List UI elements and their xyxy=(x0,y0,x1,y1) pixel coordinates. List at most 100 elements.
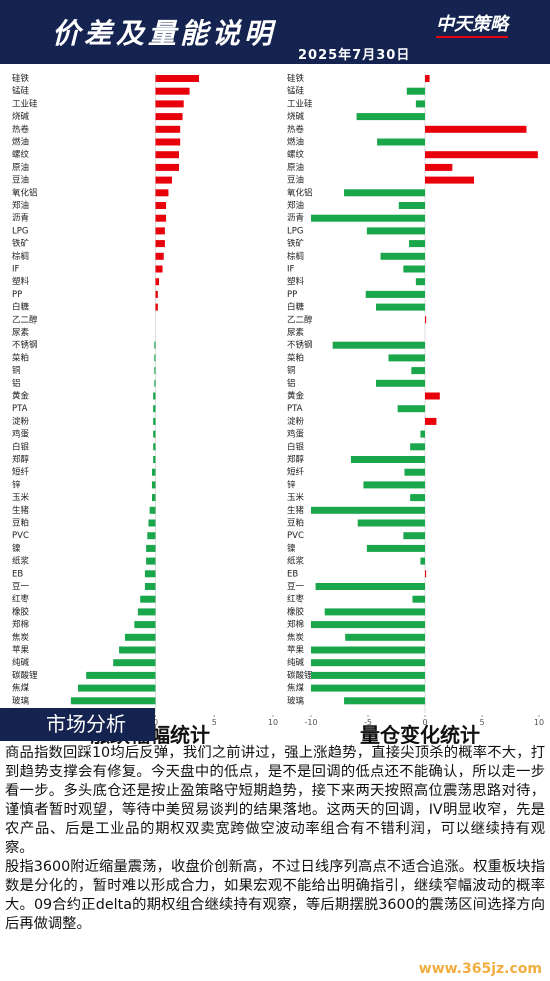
category-label: 豆一 xyxy=(12,582,30,592)
category-label: 红枣 xyxy=(12,594,30,605)
bar xyxy=(345,633,425,641)
bar xyxy=(124,633,156,641)
category-label: 乙二醇 xyxy=(287,314,313,325)
bar xyxy=(425,570,427,578)
category-label: 氧化铝 xyxy=(12,187,38,198)
bar xyxy=(146,544,156,552)
bar xyxy=(155,75,199,82)
bar xyxy=(151,468,156,476)
bar xyxy=(311,214,425,222)
bar xyxy=(137,608,156,616)
category-label: 豆一 xyxy=(287,582,305,592)
bar xyxy=(311,621,425,629)
category-label: 尿素 xyxy=(287,327,305,338)
category-label: 热卷 xyxy=(12,124,30,135)
category-label: 塑料 xyxy=(287,276,305,287)
category-label: 菜粕 xyxy=(287,352,304,363)
bar xyxy=(403,265,425,273)
bar xyxy=(425,163,453,171)
bar xyxy=(155,100,184,108)
bar xyxy=(406,87,425,95)
category-label: 焦煤 xyxy=(12,683,30,694)
bar xyxy=(415,278,425,286)
bar xyxy=(324,608,425,616)
bar xyxy=(350,456,425,463)
bar xyxy=(147,532,156,540)
category-label: 短纤 xyxy=(12,467,30,478)
bar xyxy=(425,125,527,133)
category-label: 原油 xyxy=(287,162,304,173)
paragraph: 股指3600附近缩量震荡，收盘价创新高，不过日线序列高点不适合追涨。权重板块指数… xyxy=(5,859,545,932)
bar xyxy=(344,697,425,705)
bar xyxy=(420,557,425,565)
category-label: 橡胶 xyxy=(12,606,30,617)
bar xyxy=(153,443,156,451)
bar xyxy=(155,125,181,133)
bar xyxy=(357,519,425,527)
bar xyxy=(404,468,425,476)
bar xyxy=(380,252,425,260)
category-label: 铜 xyxy=(287,365,296,376)
bar xyxy=(155,202,167,209)
x-tick-label: 0 xyxy=(153,718,158,727)
category-label: 红枣 xyxy=(287,594,305,605)
bar xyxy=(420,430,425,438)
header: 价差及量能说明 2025年7月30日 中天策略 xyxy=(0,0,550,64)
x-tick-label: 10 xyxy=(534,718,544,727)
category-label: 玻璃 xyxy=(12,695,30,706)
category-label: PTA xyxy=(287,404,303,414)
bar xyxy=(77,684,156,692)
category-label: 硅铁 xyxy=(12,73,30,84)
category-label: 工业硅 xyxy=(287,98,313,109)
category-label: 纯碱 xyxy=(12,657,30,668)
bar xyxy=(70,697,156,705)
category-label: PP xyxy=(287,290,297,300)
category-label: 菜粕 xyxy=(12,352,29,363)
category-label: 郑棉 xyxy=(287,619,304,630)
bar xyxy=(154,367,156,375)
category-label: 锰硅 xyxy=(287,86,305,97)
category-label: IF xyxy=(287,265,295,275)
bar xyxy=(155,265,163,273)
bar xyxy=(153,456,156,463)
category-label: 白糖 xyxy=(287,302,305,313)
bar xyxy=(388,354,425,362)
bar xyxy=(315,583,425,590)
category-label: 不锈钢 xyxy=(287,340,313,351)
bar xyxy=(425,176,475,184)
category-label: 郑醇 xyxy=(12,454,30,465)
category-label: 纯碱 xyxy=(287,657,305,668)
category-label: 燃油 xyxy=(287,137,304,148)
category-label: 白银 xyxy=(12,441,30,452)
category-label: 沥青 xyxy=(287,213,304,224)
bar xyxy=(113,659,156,667)
category-label: 黄金 xyxy=(287,391,305,402)
bar xyxy=(153,405,156,413)
bar xyxy=(155,151,179,159)
category-label: 铝 xyxy=(287,378,296,389)
bar xyxy=(154,354,156,362)
bar xyxy=(151,494,156,502)
category-label: 淀粉 xyxy=(12,416,30,427)
category-label: 锌 xyxy=(12,479,21,490)
category-label: 碳酸锂 xyxy=(287,670,313,681)
category-label: 生猪 xyxy=(12,505,30,516)
category-label: 焦煤 xyxy=(287,683,305,694)
bar xyxy=(311,659,425,667)
category-label: 沥青 xyxy=(12,213,29,224)
category-label: 乙二醇 xyxy=(12,314,38,325)
category-label: 白糖 xyxy=(12,302,30,313)
category-label: 豆粕 xyxy=(287,518,304,529)
bar xyxy=(403,532,425,540)
category-label: 焦炭 xyxy=(12,632,30,643)
category-label: PVC xyxy=(287,531,304,541)
bar xyxy=(151,481,156,489)
category-label: 工业硅 xyxy=(12,98,38,109)
category-label: LPG xyxy=(12,226,28,236)
bar xyxy=(154,341,156,349)
category-label: 豆油 xyxy=(287,175,304,186)
category-label: 郑醇 xyxy=(287,454,305,465)
bar xyxy=(86,671,156,679)
category-label: 尿素 xyxy=(12,327,30,338)
